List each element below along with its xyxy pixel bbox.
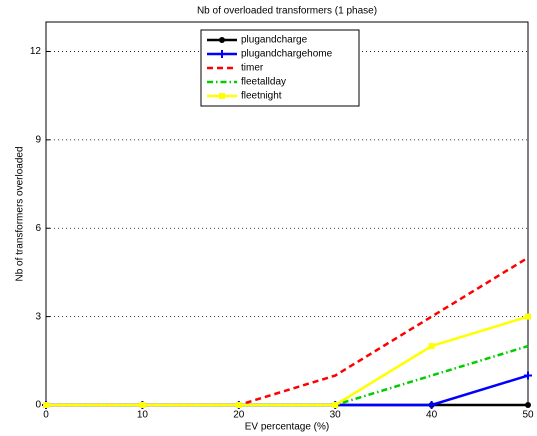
y-tick-label: 0 <box>35 400 41 411</box>
x-tick-label: 30 <box>330 410 342 421</box>
x-tick-label: 0 <box>43 410 49 421</box>
y-tick-label: 9 <box>35 134 41 145</box>
marker <box>139 402 146 408</box>
x-tick-label: 10 <box>137 410 149 421</box>
marker <box>332 402 339 408</box>
x-tick-label: 50 <box>522 410 534 421</box>
legend-label: plugandchargehome <box>241 49 333 60</box>
marker <box>524 371 532 380</box>
legend-marker <box>218 50 226 58</box>
legend-marker <box>219 37 225 43</box>
legend-label: fleetallday <box>241 77 286 88</box>
series-line <box>46 315 529 407</box>
marker <box>427 401 436 409</box>
x-axis-label: EV percentage (%) <box>245 422 330 433</box>
marker <box>235 402 242 408</box>
legend-label: timer <box>241 63 264 74</box>
series-line <box>46 256 529 407</box>
x-tick-label: 20 <box>233 410 245 421</box>
y-tick-label: 6 <box>35 223 41 234</box>
marker <box>428 343 435 350</box>
marker <box>525 402 531 408</box>
x-tick-label: 40 <box>426 410 438 421</box>
marker <box>43 402 49 408</box>
y-tick-label: 12 <box>30 46 42 57</box>
legend-marker <box>219 93 225 99</box>
legend-label: plugandcharge <box>241 35 308 46</box>
marker <box>525 313 531 320</box>
y-tick-label: 3 <box>35 311 41 322</box>
chart-title: Nb of overloaded transformers (1 phase) <box>197 6 377 17</box>
y-axis-label: Nb of transformers overloaded <box>15 146 26 281</box>
legend-label: fleetnight <box>241 91 282 102</box>
series-line <box>46 344 529 407</box>
